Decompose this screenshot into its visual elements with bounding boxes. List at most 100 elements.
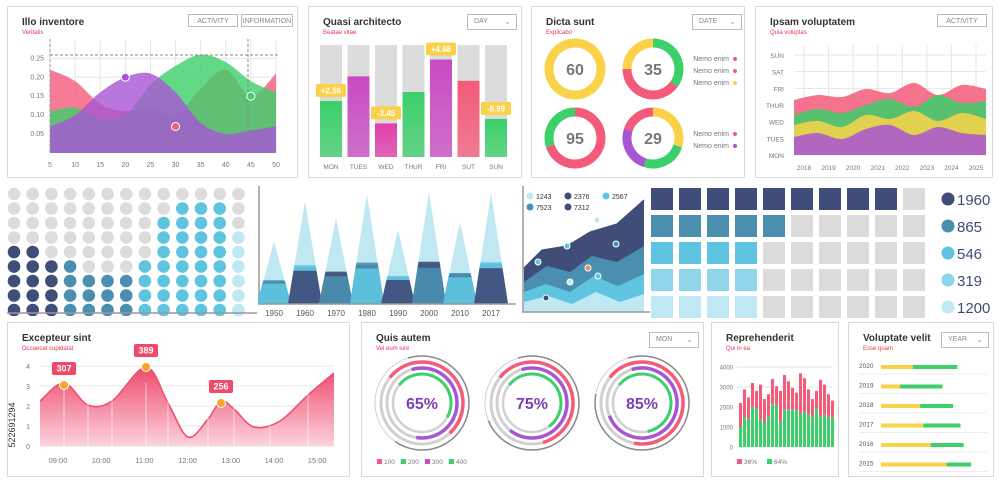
legend-label: 1243 bbox=[536, 194, 552, 201]
y-tick-label: THUR bbox=[766, 103, 784, 110]
legend-value: 546 bbox=[957, 246, 982, 263]
heat-square bbox=[651, 215, 673, 237]
dot bbox=[7, 202, 21, 215]
dot bbox=[26, 260, 39, 273]
bar-segment bbox=[831, 417, 834, 447]
dot bbox=[232, 245, 245, 259]
heat-square bbox=[735, 269, 757, 291]
dot bbox=[82, 245, 96, 259]
area-layer bbox=[524, 292, 644, 312]
area-fill bbox=[40, 366, 334, 446]
date-select[interactable]: DATE ⌄ bbox=[692, 14, 742, 30]
panel-title: Ipsam voluptatem bbox=[770, 17, 856, 28]
legend-swatch bbox=[401, 459, 406, 464]
heat-square bbox=[735, 188, 757, 210]
x-tick-label: 2025 bbox=[969, 165, 984, 172]
stacked-area-chart: SUN SAT FRI THUR WED TUES MON 2018 2019 2020 2021 2… bbox=[766, 45, 986, 172]
bar-segment bbox=[795, 409, 798, 447]
bar bbox=[375, 123, 397, 157]
dot bbox=[101, 303, 114, 316]
x-tick-label: 2024 bbox=[944, 165, 959, 172]
x-tick-label: 25 bbox=[147, 162, 155, 169]
donut-segment bbox=[544, 38, 606, 100]
marker-dot bbox=[120, 72, 130, 82]
dot bbox=[7, 260, 21, 273]
y-tick-label: 0.05 bbox=[30, 131, 44, 138]
dot bbox=[26, 289, 39, 302]
mon-select[interactable]: MON ⌄ bbox=[649, 332, 699, 348]
bar-segment bbox=[803, 411, 806, 447]
panel-subtitle: Occaecat cupidatat bbox=[22, 346, 74, 352]
y-tick-label: 0 bbox=[730, 446, 734, 452]
donut-segment bbox=[652, 38, 684, 87]
activity-button[interactable]: ACTIVITY bbox=[937, 14, 987, 27]
dot bbox=[157, 187, 170, 201]
dot bbox=[82, 216, 96, 230]
heat-square bbox=[819, 296, 841, 318]
dot bbox=[101, 216, 114, 230]
dot bbox=[82, 231, 96, 244]
marker-dot bbox=[246, 91, 256, 101]
peak-label: 389 bbox=[138, 346, 153, 356]
bar-segment bbox=[771, 404, 774, 447]
x-tick-label: 13:00 bbox=[221, 456, 240, 465]
bar-segment bbox=[779, 391, 782, 422]
bar-segment bbox=[787, 409, 790, 447]
dot bbox=[45, 303, 58, 316]
heat-square bbox=[735, 296, 757, 318]
heat-square bbox=[819, 188, 841, 210]
y-tick-label: 0 bbox=[26, 444, 30, 451]
dot bbox=[176, 274, 189, 288]
donut-segment bbox=[622, 38, 654, 70]
heat-square bbox=[763, 242, 785, 264]
value-label: -3.45 bbox=[377, 109, 396, 118]
peak-label-bg bbox=[52, 362, 76, 375]
y-tick-label: MON bbox=[769, 153, 784, 160]
dot bbox=[157, 260, 170, 273]
select-value: MON bbox=[656, 336, 673, 343]
panel-title: Reprehenderit bbox=[726, 333, 794, 344]
legend-value: 319 bbox=[957, 273, 982, 290]
series-area bbox=[50, 72, 276, 153]
information-button[interactable]: INFORMATION bbox=[241, 14, 293, 27]
x-tick-label: 1950 bbox=[265, 309, 283, 318]
dot bbox=[7, 231, 21, 244]
dot bbox=[119, 187, 133, 201]
legend-swatch bbox=[377, 459, 382, 464]
dot bbox=[213, 303, 226, 316]
heat-square bbox=[707, 242, 729, 264]
legend-dot bbox=[564, 203, 572, 211]
bar-chart: MON +2.56 TUES WED -3.45 THUR FRI +4.68 SUT SUN -8… bbox=[316, 42, 511, 171]
bar-segment bbox=[795, 392, 798, 410]
activity-button[interactable]: ACTIVITY bbox=[188, 14, 238, 27]
year-select[interactable]: YEAR ⌄ bbox=[941, 332, 989, 348]
dot bbox=[176, 187, 189, 201]
donut-charts: 60 35 95 29 Nemo enim Nemo enim Nemo enim Nemo … bbox=[544, 38, 737, 169]
area-chart-panel: Illo inventore Veritatis ACTIVITY INFORM… bbox=[7, 6, 298, 178]
heat-square bbox=[847, 269, 869, 291]
dot bbox=[82, 202, 96, 215]
y-tick-label: 2018 bbox=[859, 402, 874, 409]
heat-square bbox=[651, 188, 673, 210]
donut-value: 29 bbox=[644, 131, 662, 148]
value-label-bg bbox=[426, 42, 456, 56]
dot bbox=[232, 187, 245, 201]
legend-label: 300 bbox=[432, 459, 443, 466]
bar-segment bbox=[775, 386, 778, 406]
legend-swatch bbox=[737, 459, 742, 464]
heat-square bbox=[679, 215, 701, 237]
stacked-area-panel: Ipsam voluptatem Quia voluptas ACTIVITY … bbox=[755, 6, 993, 178]
y-tick-label: 2 bbox=[26, 404, 30, 411]
heat-square bbox=[819, 269, 841, 291]
x-tick-label: 50 bbox=[272, 162, 280, 169]
bar-segment bbox=[831, 400, 834, 418]
y-tick-label: 4 bbox=[26, 364, 30, 371]
heat-square bbox=[763, 188, 785, 210]
peak-band bbox=[474, 268, 508, 304]
dot bbox=[82, 289, 96, 302]
legend-label: Nemo enim bbox=[693, 131, 729, 138]
day-select[interactable]: DAY ⌄ bbox=[467, 14, 517, 30]
panel-title: Voluptate velit bbox=[863, 333, 931, 344]
square-heatmap: 1960 865 546 319 1200 bbox=[651, 188, 990, 318]
legend-value: 1960 bbox=[957, 192, 990, 209]
